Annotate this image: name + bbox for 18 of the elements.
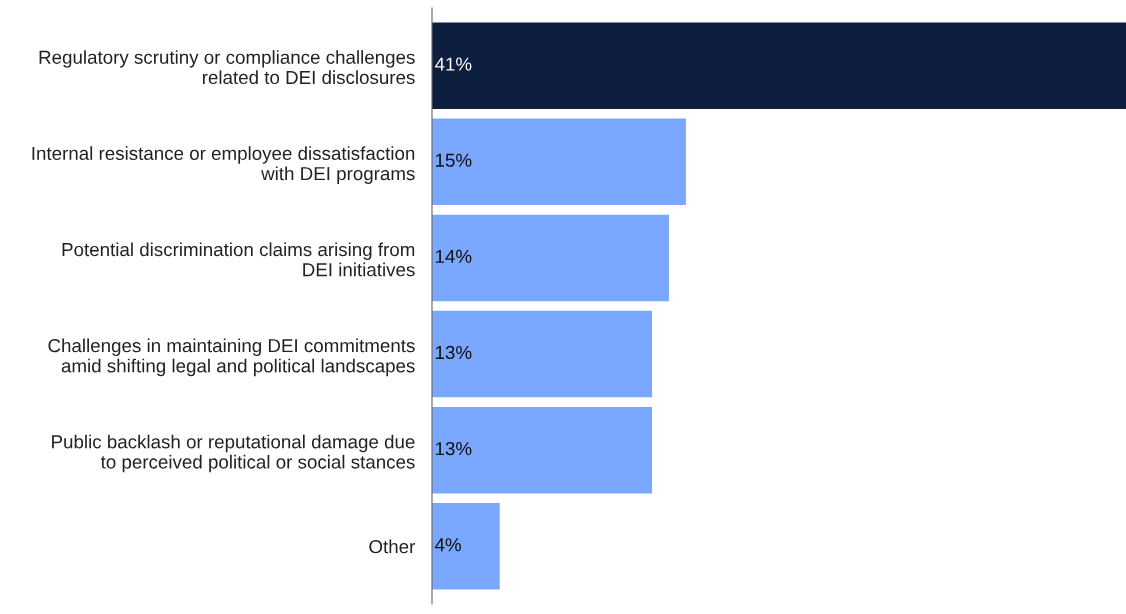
y-tick-label: Potential discrimination claims arising from DEI initiatives: [62, 242, 415, 277]
data-label: 15%: [435, 153, 472, 167]
bar: [432, 310, 653, 398]
data-label: 4%: [434, 538, 461, 552]
bar: [432, 118, 686, 206]
y-tick-label: Regulatory scrutiny or compliance challenges related to DEI disclosures: [39, 50, 415, 85]
bar: [432, 406, 653, 494]
y-tick-label: Public backlash or reputational damage due to perceived political or social stances: [52, 434, 415, 473]
data-label: 13%: [435, 441, 472, 456]
bar: [432, 214, 669, 302]
data-label: 41%: [434, 57, 472, 71]
y-tick-label: Other: [369, 539, 416, 554]
data-label: 13%: [435, 345, 472, 360]
y-tick-label: Challenges in maintaining DEI commitments amid shifting legal and political landscapes: [48, 338, 415, 377]
data-label: 14%: [435, 249, 472, 263]
y-tick-label: Internal resistance or employee dissatisfaction with DEI programs: [32, 146, 415, 184]
bar: [432, 503, 500, 590]
bar: [432, 22, 1126, 109]
